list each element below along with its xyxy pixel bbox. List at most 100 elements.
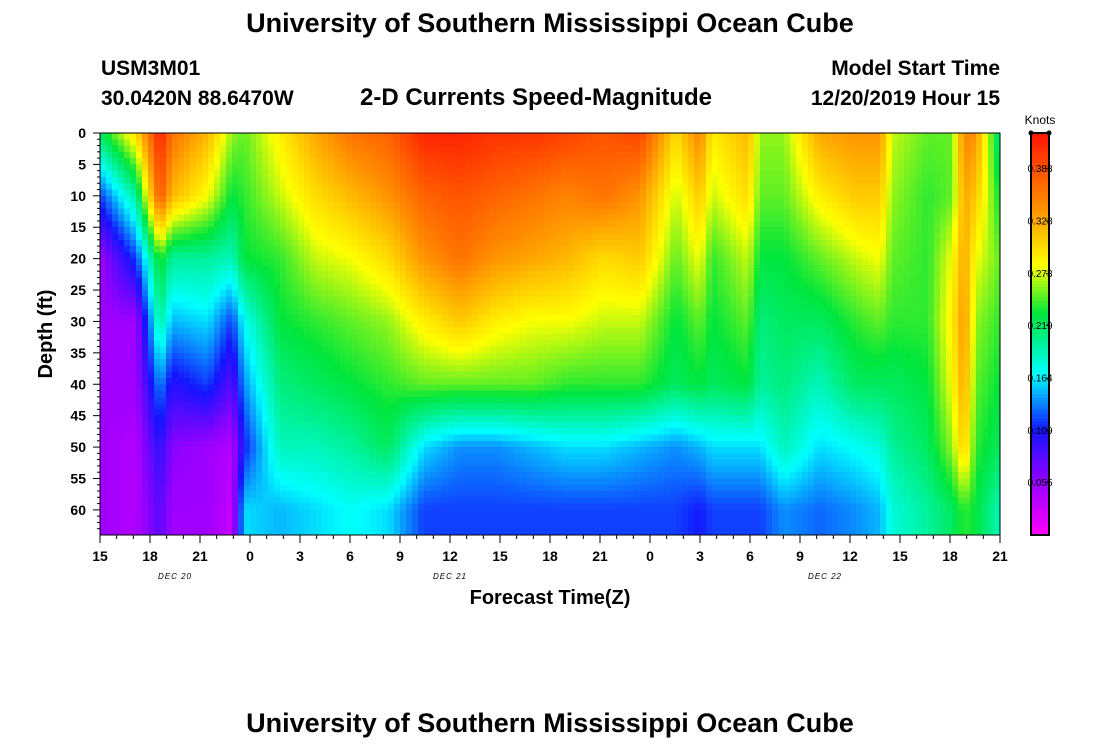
heatmap-cell bbox=[166, 264, 173, 272]
heatmap-cell bbox=[130, 396, 137, 404]
heatmap-cell bbox=[532, 371, 539, 379]
heatmap-cell bbox=[472, 516, 479, 524]
heatmap-cell bbox=[472, 164, 479, 172]
heatmap-cell bbox=[310, 453, 317, 461]
heatmap-cell bbox=[220, 283, 227, 291]
heatmap-cell bbox=[526, 296, 533, 304]
heatmap-cell bbox=[286, 421, 293, 429]
heatmap-cell bbox=[532, 396, 539, 404]
heatmap-cell bbox=[454, 189, 461, 197]
heatmap-cell bbox=[136, 133, 143, 140]
heatmap-cell bbox=[376, 334, 383, 341]
heatmap-cell bbox=[550, 290, 557, 297]
heatmap-cell bbox=[304, 440, 311, 448]
heatmap-cell bbox=[460, 151, 467, 159]
heatmap-cell bbox=[262, 516, 269, 524]
heatmap-cell bbox=[490, 440, 497, 448]
heatmap-cell bbox=[142, 428, 149, 436]
heatmap-cell bbox=[544, 176, 551, 184]
heatmap-cell bbox=[346, 396, 353, 404]
heatmap-cell bbox=[460, 453, 467, 461]
heatmap-cell bbox=[196, 195, 203, 203]
heatmap-cell bbox=[316, 239, 323, 247]
heatmap-cell bbox=[262, 214, 269, 222]
heatmap-cell bbox=[400, 440, 407, 448]
heatmap-cell bbox=[346, 447, 353, 454]
heatmap-cell bbox=[550, 465, 557, 473]
heatmap-cell bbox=[556, 434, 563, 442]
heatmap-cell bbox=[154, 453, 161, 461]
heatmap-cell bbox=[550, 491, 557, 498]
heatmap-cell bbox=[520, 503, 527, 511]
heatmap-cell bbox=[400, 491, 407, 498]
heatmap-cell bbox=[118, 164, 125, 172]
heatmap-cell bbox=[130, 183, 137, 191]
heatmap-cell bbox=[436, 491, 443, 498]
heatmap-cell bbox=[550, 133, 557, 140]
heatmap-cell bbox=[274, 334, 281, 341]
heatmap-cell bbox=[448, 472, 455, 480]
heatmap-cell bbox=[520, 264, 527, 272]
heatmap-cell bbox=[394, 151, 401, 159]
heatmap-cell bbox=[238, 290, 245, 297]
heatmap-cell bbox=[148, 465, 155, 473]
heatmap-cell bbox=[250, 509, 257, 517]
heatmap-cell bbox=[406, 528, 413, 536]
heatmap-cell bbox=[148, 315, 155, 323]
heatmap-cell bbox=[208, 509, 215, 517]
heatmap-cell bbox=[208, 308, 215, 316]
heatmap-cell bbox=[400, 214, 407, 222]
heatmap-cell bbox=[280, 277, 287, 285]
heatmap-cell bbox=[292, 296, 299, 304]
heatmap-cell bbox=[232, 453, 239, 461]
heatmap-cell bbox=[166, 233, 173, 241]
heatmap-cell bbox=[268, 202, 275, 209]
heatmap-cell bbox=[256, 421, 263, 429]
heatmap-cell bbox=[562, 384, 569, 392]
heatmap-cell bbox=[256, 183, 263, 191]
heatmap-cell bbox=[334, 459, 341, 467]
heatmap-cell bbox=[514, 296, 521, 304]
heatmap-cell bbox=[268, 145, 275, 153]
heatmap-cell bbox=[124, 340, 131, 348]
heatmap-cell bbox=[262, 352, 269, 360]
heatmap-cell bbox=[496, 321, 503, 329]
heatmap-cell bbox=[214, 459, 221, 467]
heatmap-cell bbox=[214, 484, 221, 492]
heatmap-cell bbox=[250, 302, 257, 310]
heatmap-cell bbox=[508, 164, 515, 172]
heatmap-cell bbox=[262, 133, 269, 140]
heatmap-cell bbox=[196, 315, 203, 323]
heatmap-cell bbox=[244, 346, 251, 354]
heatmap-cell bbox=[526, 365, 533, 373]
heatmap-cell bbox=[514, 220, 521, 228]
heatmap-cell bbox=[190, 484, 197, 492]
heatmap-cell bbox=[556, 327, 563, 335]
heatmap-cell bbox=[418, 503, 425, 511]
heatmap-cell bbox=[226, 478, 233, 486]
heatmap-cell bbox=[394, 271, 401, 279]
heatmap-cell bbox=[334, 308, 341, 316]
heatmap-cell bbox=[484, 214, 491, 222]
heatmap-cell bbox=[154, 296, 161, 304]
heatmap-cell bbox=[244, 164, 251, 172]
heatmap-cell bbox=[316, 478, 323, 486]
heatmap-cell bbox=[268, 227, 275, 235]
heatmap-cell bbox=[202, 497, 209, 505]
heatmap-cell bbox=[112, 290, 119, 297]
heatmap-cell bbox=[472, 409, 479, 417]
heatmap-cell bbox=[298, 133, 305, 140]
heatmap-cell bbox=[532, 415, 539, 423]
heatmap-cell bbox=[202, 403, 209, 410]
heatmap-cell bbox=[502, 296, 509, 304]
heatmap-cell bbox=[118, 528, 125, 536]
heatmap-cell bbox=[460, 258, 467, 266]
heatmap-cell bbox=[514, 214, 521, 222]
heatmap-cell bbox=[544, 503, 551, 511]
heatmap-cell bbox=[430, 497, 437, 505]
heatmap-cell bbox=[436, 308, 443, 316]
heatmap-cell bbox=[436, 459, 443, 467]
heatmap-cell bbox=[196, 396, 203, 404]
heatmap-cell bbox=[280, 302, 287, 310]
heatmap-cell bbox=[526, 346, 533, 354]
